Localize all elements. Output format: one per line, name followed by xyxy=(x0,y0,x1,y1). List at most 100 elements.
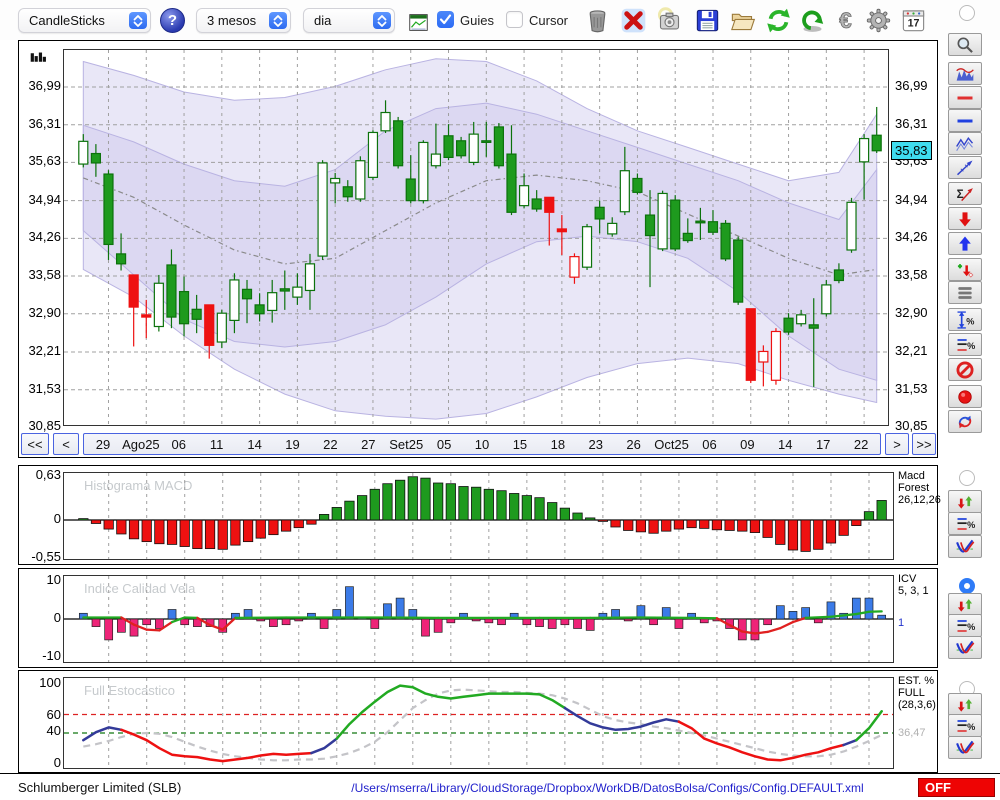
indicator-chart-tool-button[interactable] xyxy=(948,62,982,85)
axis-tick-label: 36,31 xyxy=(895,115,928,131)
save-floppy-icon xyxy=(694,7,721,34)
calendar-button[interactable]: 17 xyxy=(898,6,928,34)
delete-x-icon xyxy=(620,7,647,34)
icv-plot[interactable]: Indice Calidad Vela xyxy=(63,575,894,663)
reload-button[interactable] xyxy=(797,6,827,34)
lines-percent-icon: % xyxy=(952,616,978,636)
save-floppy-button[interactable] xyxy=(692,6,722,34)
curve-check-icon xyxy=(952,638,978,658)
svg-text:%: % xyxy=(967,621,975,631)
arrow-down-red-icon xyxy=(952,209,978,229)
camera-button[interactable] xyxy=(654,6,684,34)
chart-type-select[interactable]: CandleSticks xyxy=(18,8,151,33)
axis-tick-label: 34,26 xyxy=(28,229,61,245)
axis-tick-label: 31,53 xyxy=(895,380,928,396)
zigzag-tool-button[interactable] xyxy=(948,132,982,155)
macd-curve-check-button[interactable] xyxy=(948,535,982,558)
stoch-lines-percent-button[interactable]: % xyxy=(948,714,982,737)
lines-percent-tool-button[interactable]: % xyxy=(948,333,982,356)
swap-tool-button[interactable] xyxy=(948,410,982,433)
list-bars-icon xyxy=(952,283,978,303)
indicator-name-label: FULL xyxy=(898,687,925,699)
macd-arrows-updown-button[interactable] xyxy=(948,490,982,513)
indicator-name-label: EST. % xyxy=(898,675,935,687)
arrow-down-red-tool-button[interactable] xyxy=(948,207,982,230)
record-tool-button[interactable] xyxy=(948,385,982,408)
select-stepper-icon xyxy=(373,12,391,29)
icv-lines-percent-button[interactable]: % xyxy=(948,614,982,637)
date-axis-strip[interactable]: 29 Ago25 06 11 14 19 22 27 Set25 05 10 15 18 23 26 Oct2… xyxy=(83,433,881,455)
indicator-name-label: 26,12,26 xyxy=(898,494,941,506)
macd-lines-percent-button[interactable]: % xyxy=(948,512,982,535)
trendline-tool-button[interactable] xyxy=(948,156,982,179)
range-select[interactable]: 3 mesos xyxy=(196,8,291,33)
macd-panel-radio[interactable] xyxy=(959,470,975,486)
arrow-up-blue-tool-button[interactable] xyxy=(948,232,982,255)
sum-trendline-tool-button[interactable]: Σ xyxy=(948,182,982,205)
icv-curve-check-button[interactable] xyxy=(948,636,982,659)
trash-button[interactable] xyxy=(582,6,612,34)
swap-icon xyxy=(952,412,978,432)
settings-gear-button[interactable] xyxy=(863,6,893,34)
icv-arrows-updown-button[interactable] xyxy=(948,593,982,616)
help-button[interactable]: ? xyxy=(160,8,185,33)
indicator-value-label: 36,47 xyxy=(898,727,926,739)
candlestick-plot[interactable] xyxy=(63,49,889,428)
axis-tick-label: 0 xyxy=(53,610,61,625)
add-signal-tool-button[interactable] xyxy=(948,258,982,281)
chart-type-value: CandleSticks xyxy=(29,13,105,28)
cursor-checkbox[interactable] xyxy=(506,11,523,28)
bar-chart-icon xyxy=(26,49,51,71)
axis-tick-label: 33,58 xyxy=(895,267,928,283)
red-line-icon xyxy=(952,88,978,108)
axis-tick-label: 10 xyxy=(46,572,61,587)
icv-panel: Indice Calidad Vela 10 0 -10 ICV 5, 3, 1 1 xyxy=(18,568,938,668)
svg-text:17: 17 xyxy=(907,17,919,29)
red-line-tool-button[interactable] xyxy=(948,86,982,109)
nav-next-button[interactable]: > xyxy=(885,433,909,455)
sidebar-top-radio[interactable] xyxy=(959,5,975,21)
icv-panel-radio[interactable] xyxy=(959,578,975,594)
delete-x-button[interactable] xyxy=(618,6,648,34)
guies-label: Guies xyxy=(460,13,494,28)
sum-trendline-icon: Σ xyxy=(952,184,978,204)
candlestick-chart xyxy=(64,50,888,428)
guies-checkbox[interactable] xyxy=(437,11,454,28)
indicator-name-label: Forest xyxy=(898,482,930,494)
open-folder-button[interactable] xyxy=(727,6,757,34)
euro-button[interactable]: € xyxy=(830,6,860,34)
toolbar: CandleSticks ? 3 mesos dia Guies Cursor … xyxy=(0,0,1000,40)
config-path: /Users/mserra/Library/CloudStorage/Dropb… xyxy=(351,781,864,795)
date-tick-label: 06 xyxy=(702,436,717,452)
axis-tick-label: 32,21 xyxy=(895,343,928,358)
zoom-tool-button[interactable] xyxy=(948,33,982,56)
stoch-curve-check-button[interactable] xyxy=(948,736,982,759)
arrows-updown-icon xyxy=(952,695,978,715)
axis-tick-label: 32,90 xyxy=(895,304,928,320)
record-icon xyxy=(952,387,978,407)
stoch-arrows-updown-button[interactable] xyxy=(948,693,982,716)
date-tick-label: 22 xyxy=(323,436,338,452)
axis-tick-label: 0 xyxy=(53,755,61,771)
date-tick-label: 18 xyxy=(550,436,566,452)
forbidden-tool-button[interactable] xyxy=(948,358,982,381)
refresh-button[interactable] xyxy=(763,6,793,34)
interval-select[interactable]: dia xyxy=(303,8,395,33)
nav-last-button[interactable]: >> xyxy=(912,433,936,455)
cursor-label: Cursor xyxy=(529,13,569,28)
macd-plot[interactable]: Histograma MACD xyxy=(63,472,894,560)
off-toggle-button[interactable]: OFF xyxy=(918,778,995,797)
nav-prev-button[interactable]: < xyxy=(53,433,79,455)
blue-line-tool-button[interactable] xyxy=(948,109,982,132)
stochastic-plot[interactable]: Full Estocastico xyxy=(63,677,894,769)
lines-percent-icon: % xyxy=(952,514,978,534)
list-bars-tool-button[interactable] xyxy=(948,281,982,304)
vertical-range-percent-tool-button[interactable]: % xyxy=(948,308,982,331)
axis-tick-label: -0,55 xyxy=(31,549,61,565)
axis-tick-label: 30,85 xyxy=(28,418,61,434)
chart-window-button[interactable] xyxy=(403,8,433,36)
interval-value: dia xyxy=(314,13,332,28)
lines-percent-icon: % xyxy=(952,335,978,355)
nav-first-button[interactable]: << xyxy=(21,433,49,455)
